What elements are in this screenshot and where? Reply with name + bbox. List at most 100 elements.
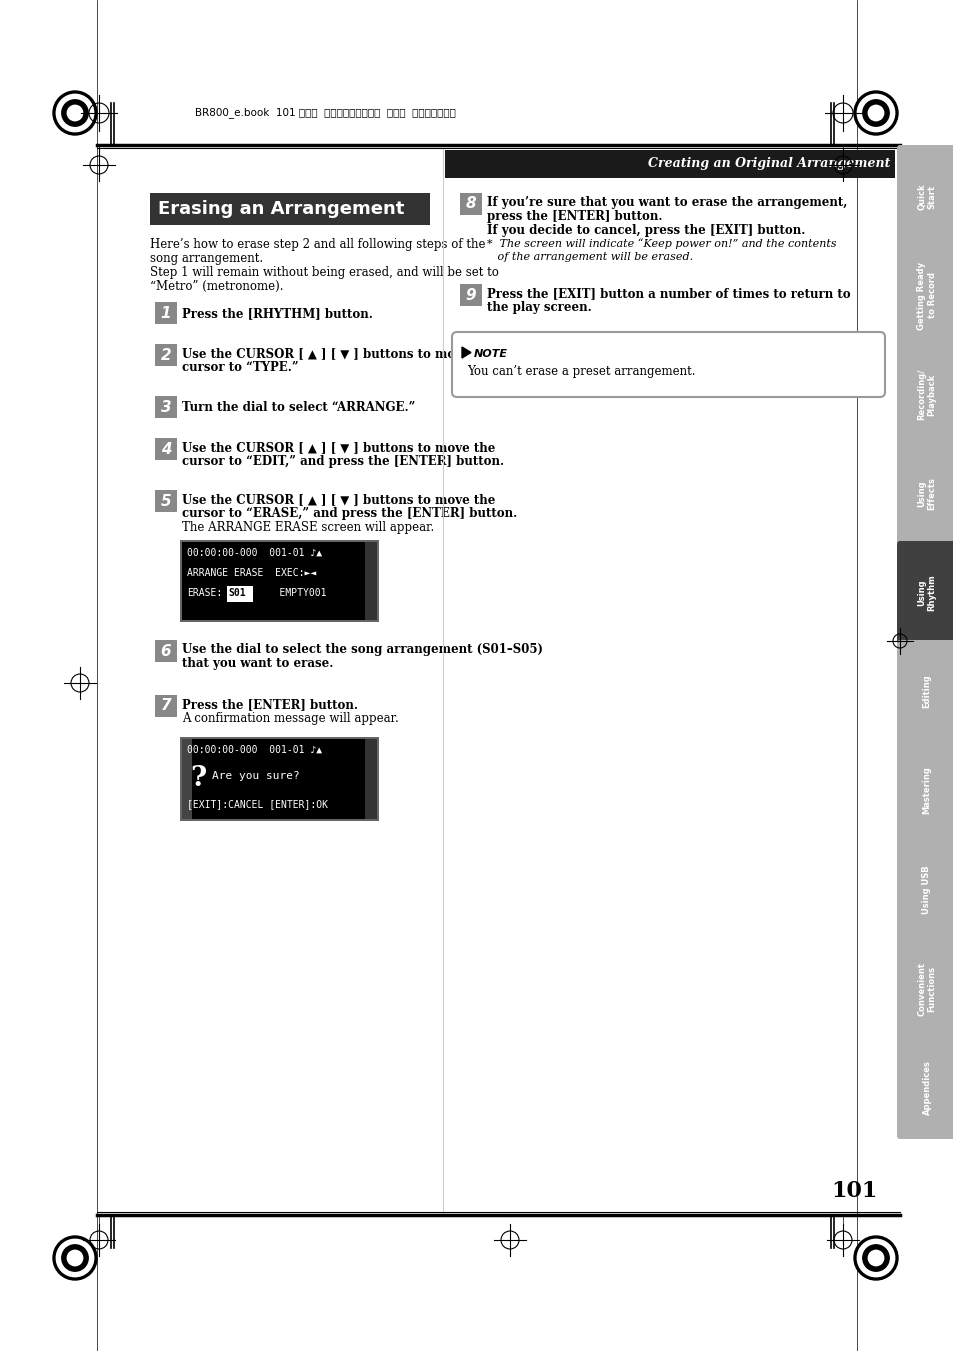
Text: 6: 6 (160, 643, 172, 658)
Text: that you want to erase.: that you want to erase. (182, 657, 333, 670)
FancyBboxPatch shape (896, 1036, 953, 1139)
Text: 8: 8 (465, 196, 476, 212)
FancyBboxPatch shape (896, 640, 953, 743)
Text: Convenient
Functions: Convenient Functions (917, 962, 936, 1016)
Bar (459, 193, 481, 215)
Bar (150, 193, 430, 226)
Circle shape (862, 1244, 888, 1271)
Circle shape (62, 1244, 88, 1271)
Text: Use the dial to select the song arrangement (S01–S05): Use the dial to select the song arrangem… (182, 643, 542, 657)
Text: 101: 101 (831, 1179, 877, 1202)
Bar (154, 694, 177, 717)
Circle shape (62, 100, 88, 126)
FancyBboxPatch shape (452, 332, 884, 397)
FancyBboxPatch shape (896, 343, 953, 446)
FancyBboxPatch shape (896, 245, 953, 347)
Text: ERASE:: ERASE: (187, 588, 222, 598)
Circle shape (857, 1239, 894, 1277)
Text: 1: 1 (160, 305, 172, 320)
Text: Mastering: Mastering (922, 766, 930, 815)
Text: You can’t erase a preset arrangement.: You can’t erase a preset arrangement. (467, 365, 695, 378)
Bar (444, 150, 894, 178)
Text: Quick
Start: Quick Start (917, 184, 936, 209)
Circle shape (53, 91, 97, 135)
Circle shape (68, 1250, 83, 1266)
Text: 00:00:00-000  001-01 ♪▲: 00:00:00-000 001-01 ♪▲ (187, 744, 322, 755)
Circle shape (857, 95, 894, 131)
Bar (154, 640, 177, 662)
Text: “Metro” (metronome).: “Metro” (metronome). (150, 280, 283, 293)
Text: Are you sure?: Are you sure? (212, 771, 299, 781)
Text: *  The screen will indicate “Keep power on!” and the contents: * The screen will indicate “Keep power o… (486, 238, 836, 249)
Text: Step 1 will remain without being erased, and will be set to: Step 1 will remain without being erased,… (150, 266, 498, 280)
Text: 4: 4 (160, 442, 172, 457)
Text: press the [ENTER] button.: press the [ENTER] button. (486, 209, 661, 223)
Bar (365, 542, 376, 620)
Text: Erasing an Arrangement: Erasing an Arrangement (158, 200, 404, 218)
Circle shape (853, 1236, 897, 1279)
Text: 5: 5 (160, 493, 172, 508)
Text: Editing: Editing (922, 674, 930, 708)
Text: cursor to “EDIT,” and press the [ENTER] button.: cursor to “EDIT,” and press the [ENTER] … (182, 455, 503, 467)
Text: ARRANGE ERASE  EXEC:►◄: ARRANGE ERASE EXEC:►◄ (187, 567, 315, 578)
Bar (182, 542, 376, 620)
FancyBboxPatch shape (896, 938, 953, 1040)
Text: If you decide to cancel, press the [EXIT] button.: If you decide to cancel, press the [EXIT… (486, 224, 804, 236)
Text: Use the CURSOR [ ▲ ] [ ▼ ] buttons to move the: Use the CURSOR [ ▲ ] [ ▼ ] buttons to mo… (182, 440, 495, 454)
Text: Appendices: Appendices (922, 1061, 930, 1115)
FancyBboxPatch shape (896, 442, 953, 544)
Text: 9: 9 (465, 288, 476, 303)
Text: 2: 2 (160, 347, 172, 362)
Bar (180, 738, 378, 821)
FancyBboxPatch shape (896, 739, 953, 842)
Text: cursor to “TYPE.”: cursor to “TYPE.” (182, 361, 298, 374)
Text: Press the [EXIT] button a number of times to return to: Press the [EXIT] button a number of time… (486, 286, 850, 300)
Circle shape (56, 1239, 93, 1277)
Bar (154, 396, 177, 417)
Text: EMPTY001: EMPTY001 (255, 588, 326, 598)
Text: 7: 7 (160, 698, 172, 713)
Polygon shape (461, 347, 471, 358)
Text: Using
Effects: Using Effects (917, 477, 936, 509)
Circle shape (853, 91, 897, 135)
Circle shape (862, 100, 888, 126)
Bar (154, 438, 177, 459)
Bar (227, 586, 253, 603)
Circle shape (56, 95, 93, 131)
Text: song arrangement.: song arrangement. (150, 253, 263, 265)
Bar (154, 303, 177, 324)
Bar (154, 490, 177, 512)
FancyBboxPatch shape (896, 540, 953, 644)
Text: cursor to “ERASE,” and press the [ENTER] button.: cursor to “ERASE,” and press the [ENTER]… (182, 507, 517, 520)
Circle shape (867, 105, 882, 120)
Text: the play screen.: the play screen. (486, 301, 591, 313)
Bar (459, 284, 481, 305)
Bar (180, 540, 378, 621)
Bar (182, 739, 192, 819)
Text: Here’s how to erase step 2 and all following steps of the: Here’s how to erase step 2 and all follo… (150, 238, 485, 251)
Text: S01: S01 (228, 588, 245, 598)
Text: of the arrangement will be erased.: of the arrangement will be erased. (486, 253, 693, 262)
Text: [EXIT]:CANCEL [ENTER]:OK: [EXIT]:CANCEL [ENTER]:OK (187, 798, 328, 809)
Text: Turn the dial to select “ARRANGE.”: Turn the dial to select “ARRANGE.” (182, 401, 415, 413)
Text: If you’re sure that you want to erase the arrangement,: If you’re sure that you want to erase th… (486, 196, 846, 209)
Text: BR800_e.book  101 ページ  ２０１０年３月２日  火曜日  午後６晎４０分: BR800_e.book 101 ページ ２０１０年３月２日 火曜日 午後６晎４… (194, 108, 456, 119)
Text: ?: ? (190, 765, 206, 792)
Circle shape (53, 1236, 97, 1279)
Text: Use the CURSOR [ ▲ ] [ ▼ ] buttons to move the: Use the CURSOR [ ▲ ] [ ▼ ] buttons to mo… (182, 493, 495, 507)
Text: 00:00:00-000  001-01 ♪▲: 00:00:00-000 001-01 ♪▲ (187, 549, 322, 558)
Bar (154, 345, 177, 366)
Bar (182, 739, 376, 819)
Text: Use the CURSOR [ ▲ ] [ ▼ ] buttons to move the: Use the CURSOR [ ▲ ] [ ▼ ] buttons to mo… (182, 347, 495, 359)
Circle shape (867, 1250, 882, 1266)
Text: Getting Ready
to Record: Getting Ready to Record (917, 262, 936, 330)
FancyBboxPatch shape (896, 838, 953, 942)
Text: 3: 3 (160, 400, 172, 415)
FancyBboxPatch shape (896, 145, 953, 249)
Text: Creating an Original Arrangement: Creating an Original Arrangement (647, 158, 889, 170)
Text: The ARRANGE ERASE screen will appear.: The ARRANGE ERASE screen will appear. (182, 521, 434, 534)
Bar (365, 739, 376, 819)
Text: Using
Rhythm: Using Rhythm (917, 574, 936, 611)
Text: Recording/
Playback: Recording/ Playback (917, 369, 936, 420)
Circle shape (68, 105, 83, 120)
